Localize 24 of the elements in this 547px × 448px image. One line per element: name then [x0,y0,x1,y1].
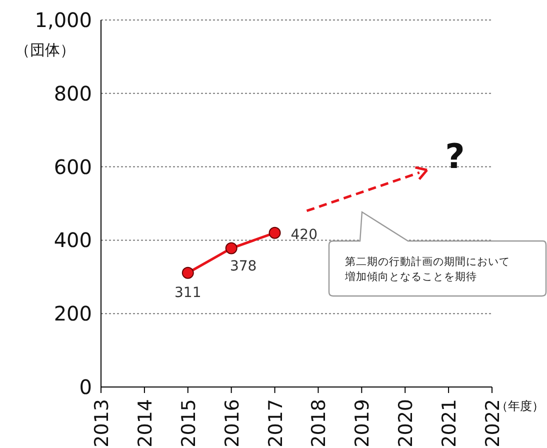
x-tick-label: 2021 [438,399,461,448]
data-label: 378 [230,258,257,274]
x-tick-label: 2013 [91,399,113,448]
x-tick-label: 2015 [178,399,200,448]
x-tick-label: 2017 [264,399,287,448]
y-tick-label: 0 [79,375,92,399]
x-tick-label: 2020 [395,399,418,448]
x-tick-label: 2016 [221,399,244,448]
annotation: 第二期の行動計画の期間において増加傾向となることを期待 [344,255,510,283]
point [225,242,238,254]
data-label: 311 [174,284,202,301]
y-axis-title: （団体） [15,41,75,59]
x-tick-label: 2014 [134,399,156,448]
y-tick-label: 1,000 [34,8,92,32]
y-tick-label: 600 [54,154,92,179]
y-tick-label: 400 [54,228,92,252]
point [268,226,281,239]
y-tick-label: 200 [54,302,92,326]
y-tick-label: 800 [54,81,92,106]
data-label: 420 [290,226,318,243]
x-tick-label: 2019 [352,399,374,448]
x-tick-label: 2018 [308,399,330,448]
point [182,266,194,279]
annotation: ? [445,137,465,177]
